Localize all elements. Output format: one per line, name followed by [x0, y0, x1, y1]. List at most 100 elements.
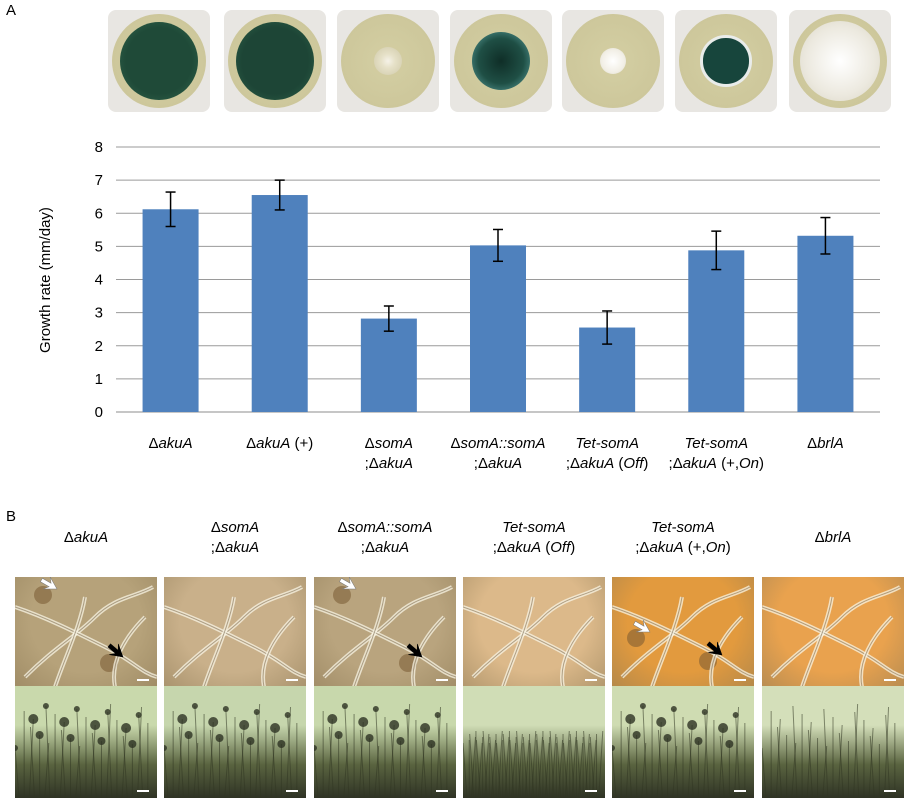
conidial-head [334, 731, 343, 739]
scale-bar [286, 679, 298, 681]
conidiophore-stalk [45, 705, 51, 798]
hypha [770, 585, 901, 679]
conidiophore-stalk [208, 721, 214, 798]
hypha [650, 596, 684, 687]
conidiophore-stalk [542, 739, 548, 798]
conidiophore-stalk [571, 736, 577, 798]
conidial-head [625, 714, 636, 724]
conidial-head [420, 723, 431, 733]
y-tick-label: 0 [95, 404, 103, 421]
hyphae-micrograph [762, 577, 904, 687]
conidial-head [694, 737, 703, 745]
conidiophore-stalk [549, 730, 555, 798]
fungal-colony [119, 21, 199, 101]
conidiophore-stalk [178, 726, 184, 798]
hypha [53, 596, 87, 687]
y-tick-label: 8 [95, 139, 103, 156]
conidial-head [341, 703, 348, 709]
conidiophore-stalk [194, 705, 200, 798]
fungal-colony [799, 20, 881, 102]
hypha [23, 585, 154, 679]
conidial-head [246, 737, 255, 745]
conidiophore-stalk [314, 747, 319, 798]
conidial-head [434, 712, 441, 718]
conidiophore-stalk [328, 726, 334, 798]
conidial-head [701, 709, 708, 715]
petri-dish [108, 10, 210, 112]
hyphae-micrograph [164, 577, 306, 687]
bar [470, 245, 526, 412]
conidiophore-stalk [537, 736, 543, 798]
conidial-head [663, 734, 672, 742]
bar [142, 209, 199, 412]
colony-edge-micrograph [314, 686, 456, 798]
bar-series [142, 195, 854, 412]
conidiophore-stalk [536, 733, 542, 798]
conidial-head [184, 731, 193, 739]
conidial-head [725, 740, 734, 748]
conidial-head [396, 737, 405, 745]
conidiophore-stalk [885, 714, 891, 798]
scale-bar [585, 679, 597, 681]
conidial-head [222, 706, 229, 712]
x-tick-label: Tet-somA ;ΔakuA (Off) [565, 435, 649, 472]
conidiophore-stalk [869, 735, 875, 798]
white-arrow-icon [339, 577, 357, 590]
conidiophore-stalk [687, 724, 693, 798]
scale-bar [884, 679, 896, 681]
conidial-head [632, 731, 641, 739]
hypha [471, 585, 602, 679]
conidial-head [277, 740, 286, 748]
conidiophore-stalk [344, 705, 350, 798]
conidiophore-stalk [270, 727, 276, 798]
y-tick-labels: 0 1 2 3 4 5 6 7 8 [95, 139, 103, 421]
conidiophore-stalk [823, 708, 829, 798]
conidiophore-stalk [703, 703, 709, 798]
conidiophore-stalk [531, 730, 537, 798]
black-arrow-icon [706, 641, 723, 656]
error-bar [602, 310, 613, 345]
conidiophore-stalk [522, 736, 528, 798]
conidiophore-stalk [589, 736, 595, 798]
x-tick-label: ΔsomA ;ΔakuA [364, 435, 414, 472]
y-tick-label: 2 [95, 338, 103, 355]
conidial-head [365, 734, 374, 742]
conidial-head [239, 720, 250, 730]
colony-edge-micrograph [463, 686, 605, 798]
conidiophore-stalk [657, 729, 663, 798]
fungal-colony [471, 31, 531, 91]
conidial-head [372, 706, 379, 712]
conidiophore-stalk [121, 727, 127, 798]
black-arrow-icon [406, 643, 423, 658]
white-arrow-icon [633, 619, 651, 633]
conidiophore-stalk [359, 729, 365, 798]
conidial-head [104, 709, 111, 715]
panel-label-a: A [6, 2, 17, 19]
conidiophore-stalk [421, 735, 427, 798]
hypha [463, 605, 605, 679]
conidiophore-vesicle [333, 586, 351, 604]
scale-bar [734, 679, 746, 681]
conidiophore-stalk [792, 705, 798, 798]
conidiophore-stalk [436, 706, 442, 798]
hypha [620, 585, 751, 679]
conidiophore-stalk [806, 721, 812, 798]
conidiophore-stalk [583, 730, 589, 798]
error-bar [493, 228, 503, 263]
bar [251, 195, 308, 412]
conidiophore-stalk [164, 747, 169, 798]
conidiophore-stalk [591, 739, 597, 798]
scale-bar [137, 790, 149, 792]
conidiophore-stalk [626, 726, 632, 798]
panel-b-column-title: ΔsomA::somA ;ΔakuA [337, 519, 433, 556]
conidial-head [284, 712, 291, 718]
conidiophore-stalk [375, 708, 381, 798]
hypha [762, 605, 904, 679]
error-bar [165, 191, 176, 228]
hypha [501, 596, 535, 687]
hyphae-micrograph [314, 577, 456, 687]
error-bar [711, 230, 722, 271]
conidial-head [403, 709, 410, 715]
conidiophore-stalk [509, 739, 515, 798]
conidiophore-stalk [556, 736, 562, 798]
